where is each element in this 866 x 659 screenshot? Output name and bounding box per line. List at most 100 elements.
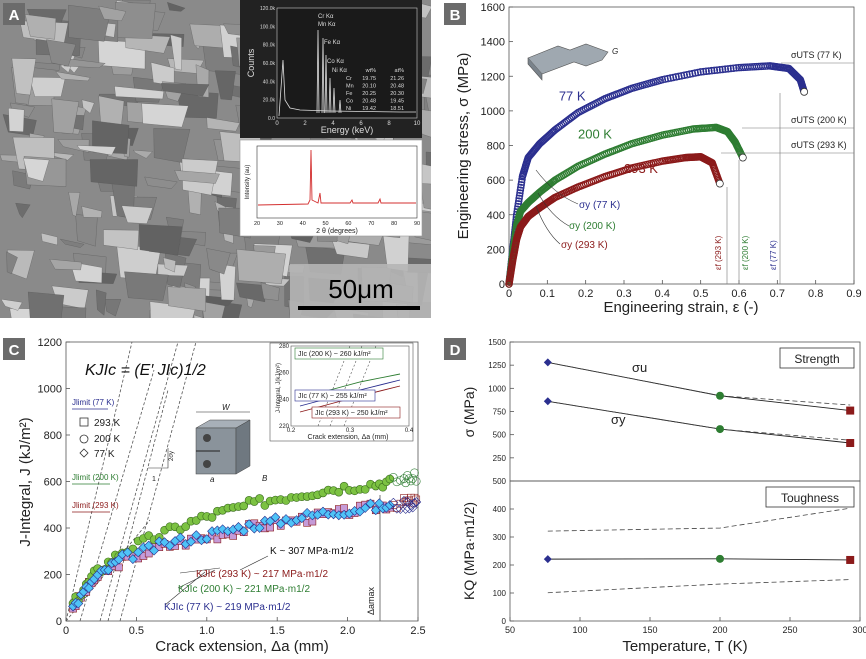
data-point — [729, 64, 738, 72]
y-tick-label-c: 1200 — [38, 337, 62, 349]
ct-specimen-icon: W a B 1 2σy — [148, 403, 268, 484]
grain — [170, 34, 182, 71]
x-tick-label-b: 0 — [506, 288, 512, 300]
tensile-specimen-icon: G — [527, 43, 618, 81]
grain — [331, 239, 370, 259]
data-point — [360, 485, 370, 494]
ef-label-77: εf (77 K) — [769, 240, 778, 270]
panel-b-svg: B 0 0.1 0.2 0.3 0.4 0.5 0.6 0.7 0.8 0.9 0 200 400 600… — [444, 2, 862, 316]
y-tick-label-c: 1000 — [38, 384, 62, 396]
data-point — [727, 64, 735, 73]
eds-table-cell: 20.48 — [362, 99, 376, 105]
eds-table-cell: Co — [346, 99, 353, 105]
panel-label-bg — [444, 3, 466, 25]
inset-xlabel: Crack extension, Δa (mm) — [308, 434, 389, 441]
data-point — [543, 358, 552, 367]
grain — [15, 203, 31, 219]
data-point — [406, 500, 416, 510]
eds-xtick: 0 — [275, 121, 279, 127]
eds-table-cell: 19.75 — [362, 76, 376, 82]
y-tick-label-b: 1400 — [481, 37, 505, 49]
series-77k — [68, 496, 422, 612]
x-tick-label-c: 2.5 — [410, 625, 425, 637]
grain — [68, 4, 111, 42]
series-label-b: 77 K — [559, 88, 586, 103]
y-tick-label-toughness: 0 — [502, 617, 507, 626]
eds-table-header: wt% — [365, 68, 377, 74]
series-label-b: 293 K — [624, 161, 658, 176]
eds-table-cell: 19.45 — [390, 99, 404, 105]
eds-peak-co: Co Kα — [327, 59, 344, 65]
xrd-xtick: 90 — [414, 221, 420, 227]
data-point — [514, 200, 523, 208]
x-axis-label-c: Crack extension, Δa (mm) — [155, 638, 328, 655]
y-tick-label-strength: 750 — [493, 408, 507, 417]
y-tick-label-b: 400 — [487, 210, 505, 222]
data-point — [391, 503, 402, 514]
data-point — [411, 476, 421, 486]
x-tick-label-b: 0.9 — [846, 288, 861, 300]
eds-xtick: 2 — [303, 121, 307, 127]
grain — [144, 176, 178, 189]
inset-xtick: 0.3 — [346, 428, 355, 434]
grain — [27, 291, 65, 318]
grain — [206, 117, 240, 132]
grain — [419, 176, 431, 210]
data-point — [149, 545, 159, 556]
grain — [121, 205, 153, 224]
panel-d: D 250 500 750 1000 1250 1500 0 100 200 300 400 500 5… — [436, 330, 866, 659]
panel-a: A Counts Energy (keV) 0.0 20.0k 40.0k 60.0k… — [0, 0, 431, 318]
data-point — [675, 72, 683, 81]
y-tick-label-strength: 250 — [493, 454, 507, 463]
eds-xtick: 4 — [331, 121, 335, 127]
data-point — [514, 197, 523, 205]
eds-table-cell: Mn — [346, 84, 354, 90]
y-tick-label-c: 0 — [56, 616, 62, 628]
uts-label-293: σUTS (293 K) — [791, 140, 847, 150]
eds-peak-cr: Cr Kα — [318, 14, 334, 20]
xrd-xtick: 40 — [300, 221, 306, 227]
sigma-u-label: σu — [632, 360, 647, 375]
data-point — [515, 191, 524, 200]
data-point — [543, 555, 552, 564]
grain — [96, 289, 107, 316]
panel-label-a: A — [9, 7, 20, 24]
grain — [59, 238, 85, 248]
legend-item-293: 293 K — [94, 418, 120, 429]
xrd-inset: Intensity (au) 2 θ (degrees) 20 30 40 50 60 7… — [239, 139, 423, 237]
eds-ytick: 80.0k — [263, 43, 276, 49]
y-axis-label-toughness: KQ (MPa·m1/2) — [461, 502, 477, 600]
eds-ytick: 40.0k — [263, 79, 276, 85]
data-point — [181, 522, 190, 531]
data-point — [389, 473, 398, 482]
grain — [8, 107, 25, 132]
data-point — [238, 526, 249, 537]
slope-rise-label: 2σy — [169, 451, 175, 461]
grain — [124, 34, 171, 54]
panel-label-bg — [3, 338, 25, 360]
eds-peak-fe: Fe Kα — [324, 40, 341, 46]
plot-frame-toughness — [509, 480, 861, 622]
inset-zoom: J-Integral, J(kJ/m²) Crack extension, Δa… — [269, 342, 414, 442]
ef-label-293: εf (293 K) — [714, 235, 723, 270]
y-axis-label-c: J-Integral, J (kJ/m²) — [17, 417, 34, 546]
eds-table-cell: Ni — [346, 106, 351, 112]
y-tick-label-strength: 500 — [493, 431, 507, 440]
grain — [174, 170, 220, 184]
grain — [167, 286, 206, 312]
kjic-formula: KJIc = (E′ JIc)1/2 — [85, 362, 206, 379]
grain — [161, 83, 210, 97]
eds-xtick: 8 — [387, 121, 391, 127]
k-label-top: K ~ 307 MPa·m1/2 — [270, 546, 354, 557]
jlimit-label-293: Jlimit (293 K) — [72, 501, 119, 510]
x-tick-label-c: 1.5 — [270, 625, 285, 637]
grain — [138, 224, 183, 256]
x-tick-label-c: 2.0 — [340, 625, 355, 637]
data-point — [688, 69, 697, 78]
grain — [98, 5, 127, 22]
grain — [49, 259, 82, 271]
data-point — [658, 75, 667, 84]
data-point — [691, 69, 699, 77]
ef-label-200: εf (200 K) — [741, 235, 750, 270]
y-axis-label-b: Engineering stress, σ (MPa) — [455, 53, 472, 240]
